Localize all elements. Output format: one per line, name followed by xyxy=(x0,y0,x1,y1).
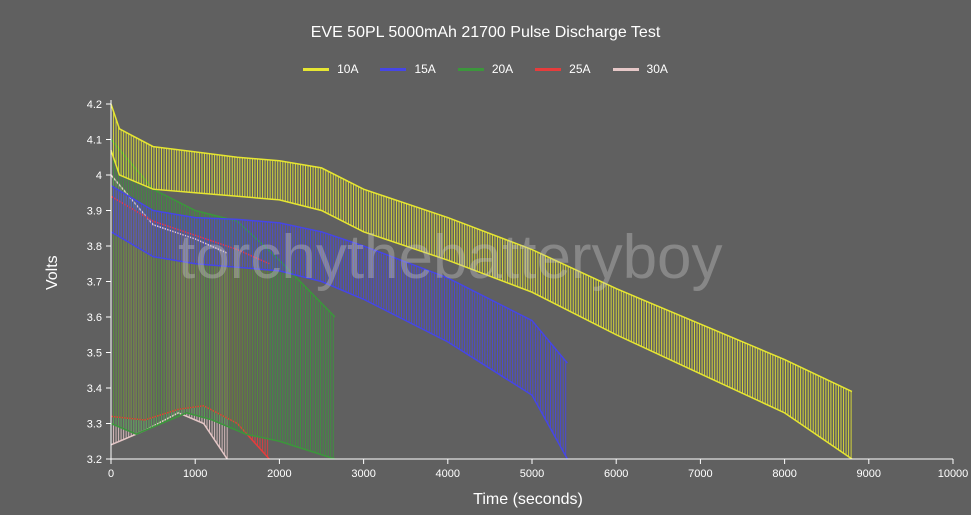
legend-item-25a: 25A xyxy=(535,62,591,76)
legend-label-20a: 20A xyxy=(491,62,514,76)
series-20a xyxy=(110,139,336,460)
legend-item-15a: 15A xyxy=(380,62,436,76)
legend-item-30a: 30A xyxy=(612,62,668,76)
x-tick-label: 10000 xyxy=(938,468,969,480)
x-tick-label: 1000 xyxy=(183,468,207,480)
y-tick-label: 3.3 xyxy=(87,419,102,431)
y-tick-label: 3.6 xyxy=(87,312,102,324)
x-tick-label: 9000 xyxy=(857,468,881,480)
y-tick-label: 4.1 xyxy=(87,135,102,147)
y-axis-title: Volts xyxy=(44,255,61,290)
chart-title: EVE 50PL 5000mAh 21700 Pulse Discharge T… xyxy=(310,24,661,41)
legend-label-30a: 30A xyxy=(646,62,668,76)
legend-swatch-20a xyxy=(457,67,484,71)
legend-label-15a: 15A xyxy=(414,62,436,76)
series-10a-load-envelope xyxy=(110,149,853,460)
legend-item-20a: 20A xyxy=(457,62,514,76)
x-tick-label: 7000 xyxy=(688,468,712,480)
legend-swatch-30a xyxy=(612,67,639,71)
series-25a-rest-envelope xyxy=(110,195,270,265)
x-tick-label: 2000 xyxy=(267,468,291,480)
y-tick-label: 4 xyxy=(96,170,102,182)
x-tick-label: 8000 xyxy=(772,468,796,480)
x-tick-label: 3000 xyxy=(351,468,375,480)
x-tick-label: 0 xyxy=(108,468,114,480)
y-tick-label: 3.2 xyxy=(87,454,102,466)
y-tick-label: 3.7 xyxy=(87,277,102,289)
y-tick-label: 3.4 xyxy=(87,383,102,395)
legend: 10A 15A 20A 25A 30A xyxy=(0,62,971,76)
x-tick-label: 6000 xyxy=(604,468,628,480)
x-tick-label: 4000 xyxy=(436,468,460,480)
series-15a-load-envelope xyxy=(110,231,569,460)
y-tick-label: 3.5 xyxy=(87,348,102,360)
y-tick-label: 3.8 xyxy=(87,241,102,253)
legend-label-25a: 25A xyxy=(569,62,591,76)
x-tick-label: 5000 xyxy=(520,468,544,480)
legend-item-10a: 10A xyxy=(303,62,358,76)
legend-label-10a: 10A xyxy=(337,62,359,76)
series-20a-load-envelope xyxy=(110,412,336,460)
series-25a xyxy=(110,195,270,460)
legend-swatch-15a xyxy=(380,67,407,71)
y-tick-label: 3.9 xyxy=(87,206,102,218)
y-tick-label: 4.2 xyxy=(87,99,102,111)
series-15a xyxy=(110,185,569,460)
series-10a-rest-envelope xyxy=(110,103,853,393)
x-axis-title: Time (seconds) xyxy=(473,491,583,508)
legend-swatch-10a xyxy=(303,67,330,71)
series-10a xyxy=(110,103,853,460)
legend-swatch-25a xyxy=(535,67,562,71)
series-15a-rest-envelope xyxy=(110,185,568,364)
series-30a-load-envelope xyxy=(110,412,228,460)
